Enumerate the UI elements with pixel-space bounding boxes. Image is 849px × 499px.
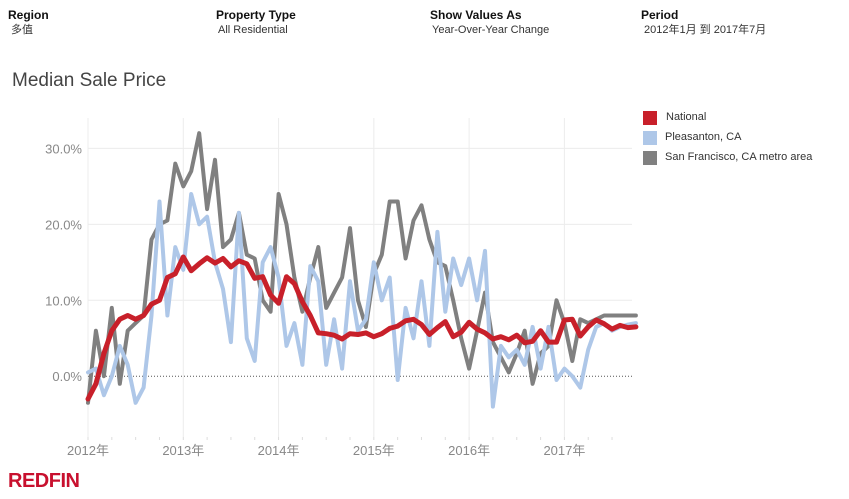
region-label: Region [8, 8, 49, 22]
legend-label-pleasanton: Pleasanton, CA [665, 131, 742, 143]
show-values-as-value[interactable]: Year-Over-Year Change [432, 24, 550, 36]
redfin-logo[interactable]: REDFIN [8, 470, 80, 492]
series-line-national[interactable] [85, 254, 639, 402]
property-type-value[interactable]: All Residential [218, 24, 288, 36]
period-label: Period [641, 8, 679, 22]
region-value[interactable]: 多值 [11, 24, 33, 36]
x-tick-label: 2013年 [162, 443, 204, 458]
legend-swatch-national [643, 111, 657, 125]
legend-label-san-francisco: San Francisco, CA metro area [665, 151, 813, 163]
show-values-as-filter[interactable]: Show Values As Year-Over-Year Change [430, 8, 549, 37]
region-filter[interactable]: Region 多值 [8, 8, 49, 37]
series-line-pleasanton[interactable] [86, 192, 638, 409]
series-lines [85, 131, 639, 409]
x-tick-label: 2016年 [448, 443, 490, 458]
x-tick-label: 2012年 [67, 443, 109, 458]
legend-swatch-san-francisco [643, 151, 657, 165]
y-tick-label: 10.0% [45, 293, 82, 308]
period-filter[interactable]: Period 2012年1月 到 2017年7月 [641, 8, 766, 37]
x-tick-label: 2017年 [543, 443, 585, 458]
y-tick-label: 0.0% [52, 369, 82, 384]
legend-label-national: National [666, 111, 707, 123]
x-tick-label: 2015年 [353, 443, 395, 458]
y-tick-label: 30.0% [45, 141, 82, 156]
period-value[interactable]: 2012年1月 到 2017年7月 [644, 24, 767, 36]
y-tick-label: 20.0% [45, 217, 82, 232]
x-axis-ticks: 2012年 2013年 2014年 2015年 2016年 2017年 [67, 443, 585, 458]
filter-bar: Region 多值 Property Type All Residential … [0, 8, 849, 42]
chart-title: Median Sale Price [12, 70, 167, 91]
show-values-as-label: Show Values As [430, 8, 522, 22]
y-axis-ticks: 0.0% 10.0% 20.0% 30.0% [45, 141, 82, 384]
x-tick-label: 2014年 [258, 443, 300, 458]
legend-swatch-pleasanton [643, 131, 657, 145]
property-type-filter[interactable]: Property Type All Residential [216, 8, 296, 37]
property-type-label: Property Type [216, 8, 296, 22]
